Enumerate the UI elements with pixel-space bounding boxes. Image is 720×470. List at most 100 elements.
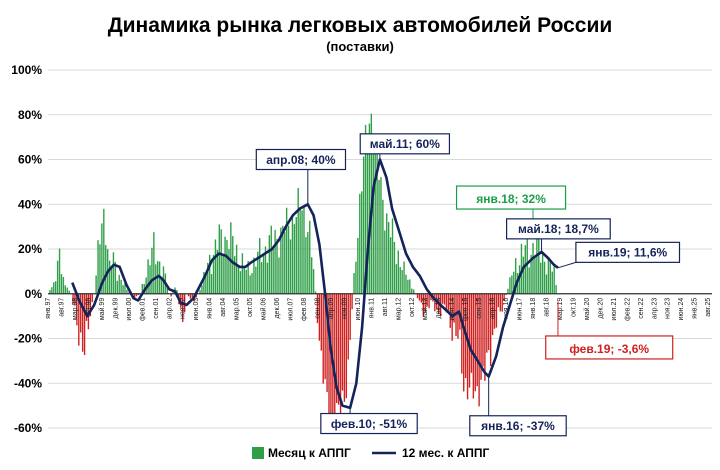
- bar: [482, 293, 484, 367]
- bar: [538, 234, 540, 294]
- bar: [78, 293, 80, 346]
- x-tick-label: июл.21: [611, 298, 618, 321]
- bar: [374, 142, 376, 294]
- x-tick-label: янв.04: [207, 298, 214, 319]
- annotation-box: [455, 185, 567, 210]
- bar: [120, 279, 122, 294]
- bar: [372, 151, 374, 294]
- bar: [361, 191, 363, 294]
- bar: [172, 291, 174, 294]
- bar: [411, 288, 413, 294]
- bar: [478, 293, 480, 407]
- bar: [201, 285, 203, 294]
- bar: [99, 244, 101, 294]
- y-axis: -60% -40% -20% 0% 20% 40% 60% 80% 100%: [11, 63, 42, 435]
- bar: [420, 293, 423, 303]
- bar: [307, 232, 309, 294]
- bar: [480, 293, 482, 380]
- bar: [461, 293, 463, 374]
- bar: [189, 293, 192, 299]
- x-tick-label: сен.22: [638, 298, 645, 319]
- bar: [493, 293, 496, 329]
- bar: [212, 254, 215, 294]
- y-tick-label: -60%: [14, 421, 42, 435]
- bar: [89, 293, 92, 317]
- annotations: апр.08; 40% май.11; 60% фев.10; -51% янв.18…: [255, 133, 681, 437]
- bar: [424, 293, 426, 313]
- bar: [214, 239, 217, 294]
- bar: [466, 293, 469, 400]
- bar: [536, 232, 538, 294]
- twelve-month-line: [71, 158, 559, 410]
- x-tick-label: авг.04: [220, 298, 227, 317]
- bar: [399, 267, 401, 294]
- bar: [513, 271, 515, 294]
- chart-title: Динамика рынка легковых автомобилей Росс…: [108, 14, 613, 37]
- x-tick-label: июл.00: [126, 298, 133, 321]
- bar: [216, 249, 219, 294]
- bar: [76, 293, 78, 326]
- bar: [418, 293, 421, 301]
- bar: [387, 222, 390, 294]
- y-tick-label: -40%: [14, 376, 42, 390]
- bar: [60, 274, 63, 294]
- annotation-box: [469, 415, 567, 437]
- bar: [280, 227, 282, 294]
- x-tick-label: дек.99: [112, 298, 119, 319]
- bar: [112, 252, 115, 294]
- bar: [318, 293, 321, 341]
- bar: [274, 229, 276, 294]
- bar: [208, 254, 211, 294]
- bar: [85, 293, 88, 321]
- x-tick-label: окт.98: [85, 298, 92, 317]
- bar: [126, 289, 128, 294]
- annotation: янв.16; -37%: [469, 376, 567, 437]
- bar: [505, 293, 507, 295]
- bar: [472, 293, 475, 399]
- bar: [336, 293, 338, 403]
- bar: [122, 285, 124, 294]
- annotation: фев.19; -3,6%: [545, 301, 674, 360]
- bar: [316, 293, 319, 324]
- bar: [303, 205, 305, 294]
- bar: [549, 262, 552, 294]
- bar: [497, 293, 500, 308]
- bar: [540, 262, 542, 294]
- annotation: апр.08; 40%: [255, 148, 347, 205]
- bar: [207, 262, 209, 294]
- bar: [522, 256, 525, 294]
- bar: [116, 280, 118, 294]
- bar: [499, 293, 501, 312]
- x-tick-label: янв.25: [692, 298, 699, 319]
- bar: [447, 293, 450, 311]
- x-tick-label: фев.15: [463, 298, 470, 321]
- bar: [441, 293, 444, 304]
- bar: [114, 261, 117, 294]
- bar: [97, 240, 99, 294]
- x-tick-label: апр.23: [651, 298, 658, 319]
- x-tick-label: июн.03: [193, 298, 200, 321]
- bar: [264, 246, 267, 294]
- bar: [507, 288, 509, 294]
- bar: [384, 230, 386, 294]
- bar: [170, 293, 172, 297]
- bar: [320, 293, 322, 351]
- annotation: май.11; 60%: [359, 133, 451, 160]
- annotation: фев.10; -51%: [320, 407, 418, 435]
- x-tick-label: фев.08: [301, 298, 308, 321]
- annotation-box: [320, 412, 418, 435]
- bar: [328, 293, 330, 426]
- bar: [101, 223, 103, 294]
- y-tick-label: 60%: [18, 153, 42, 167]
- bar: [553, 264, 555, 294]
- bar: [268, 235, 271, 294]
- x-tick-label: мар.12: [395, 298, 402, 320]
- bar: [362, 156, 365, 294]
- bar: [182, 293, 184, 322]
- bar: [153, 232, 155, 294]
- bar: [310, 257, 313, 294]
- bar: [430, 293, 432, 301]
- bar: [453, 293, 455, 323]
- bar: [81, 293, 84, 352]
